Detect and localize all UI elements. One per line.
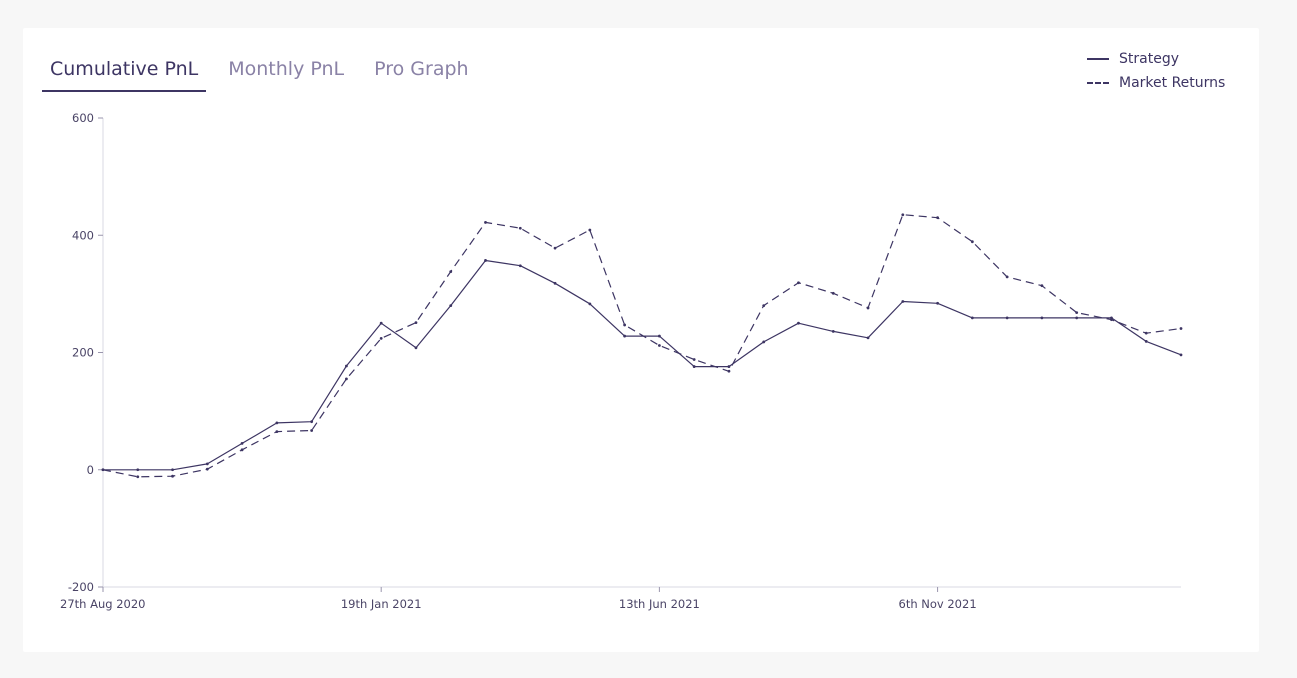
data-point-market-returns <box>310 429 314 432</box>
data-point-market-returns <box>657 344 661 347</box>
tab-cumulative-pnl[interactable]: Cumulative PnL <box>42 58 207 92</box>
data-point-market-returns <box>553 246 557 250</box>
data-point-strategy <box>692 365 696 368</box>
data-point-strategy <box>1040 316 1044 320</box>
data-point-market-returns <box>936 216 939 220</box>
data-point-strategy <box>518 264 522 268</box>
data-point-market-returns <box>1075 311 1079 315</box>
data-point-strategy <box>484 259 487 262</box>
chart-tabs: Cumulative PnL Monthly PnL Pro Graph <box>42 58 491 92</box>
chart-card: Cumulative PnL Monthly PnL Pro Graph Str… <box>23 28 1259 652</box>
y-tick-label: -200 <box>68 580 94 594</box>
data-point-strategy <box>1144 339 1148 343</box>
chart-legend: Strategy Market Returns <box>1087 47 1225 95</box>
data-point-market-returns <box>345 377 348 381</box>
data-point-market-returns <box>171 474 174 478</box>
data-point-strategy <box>588 302 592 306</box>
legend-label-market-returns: Market Returns <box>1119 75 1226 91</box>
data-point-strategy <box>1005 316 1009 320</box>
data-point-market-returns <box>101 468 105 472</box>
data-point-market-returns <box>970 240 974 244</box>
tab-pro-graph[interactable]: Pro Graph <box>374 58 469 80</box>
data-point-market-returns <box>1179 327 1183 330</box>
data-point-strategy <box>623 334 627 338</box>
data-point-market-returns <box>1040 284 1044 288</box>
data-point-market-returns <box>1144 331 1148 335</box>
x-tick-label: 19th Jan 2021 <box>341 597 422 611</box>
data-point-strategy <box>414 346 418 350</box>
y-tick-label: 0 <box>87 463 94 477</box>
data-point-strategy <box>345 364 348 368</box>
data-point-strategy <box>310 420 314 424</box>
legend-label-strategy: Strategy <box>1119 51 1179 67</box>
data-point-strategy <box>727 365 731 368</box>
legend-item-strategy[interactable]: Strategy <box>1087 47 1225 71</box>
data-point-market-returns <box>866 306 870 310</box>
tab-monthly-pnl[interactable]: Monthly PnL <box>228 58 345 80</box>
data-point-strategy <box>379 321 383 325</box>
data-point-market-returns <box>623 323 627 327</box>
data-point-strategy <box>205 462 209 466</box>
data-point-market-returns <box>692 358 696 361</box>
x-tick-label: 6th Nov 2021 <box>899 597 977 611</box>
data-point-strategy <box>1075 316 1079 320</box>
data-point-market-returns <box>240 448 244 452</box>
data-point-strategy <box>936 301 939 305</box>
data-point-strategy <box>171 468 174 472</box>
legend-swatch-solid <box>1087 58 1109 60</box>
data-point-market-returns <box>449 270 453 273</box>
data-point-strategy <box>901 300 905 303</box>
data-point-market-returns <box>901 213 905 217</box>
data-point-strategy <box>831 329 835 333</box>
data-point-strategy <box>762 340 766 344</box>
data-point-market-returns <box>275 430 279 434</box>
line-chart: -200 0 200 400 600 27th Aug 2020 19th Jan 2021… <box>60 111 1183 611</box>
data-point-strategy <box>970 316 974 320</box>
data-point-market-returns <box>136 475 140 479</box>
data-point-strategy <box>275 421 279 425</box>
y-tick-label: 600 <box>72 111 94 125</box>
y-tick-label: 200 <box>72 346 94 360</box>
data-point-market-returns <box>379 337 383 340</box>
y-tick-label: 400 <box>72 228 94 242</box>
data-point-market-returns <box>762 304 766 307</box>
data-point-market-returns <box>205 467 209 471</box>
data-point-market-returns <box>1110 318 1113 322</box>
series-line-strategy <box>103 259 1182 471</box>
data-point-strategy <box>553 281 557 285</box>
data-point-strategy <box>449 304 453 307</box>
data-point-market-returns <box>414 321 418 325</box>
data-point-market-returns <box>727 369 731 373</box>
legend-swatch-dashed <box>1087 82 1109 84</box>
legend-item-market-returns[interactable]: Market Returns <box>1087 71 1225 95</box>
data-point-strategy <box>1179 353 1183 357</box>
data-point-strategy <box>866 336 870 340</box>
data-point-market-returns <box>518 226 522 230</box>
data-point-market-returns <box>484 220 487 224</box>
data-point-strategy <box>797 321 800 325</box>
series-line-market-returns <box>102 214 1182 478</box>
data-point-strategy <box>657 334 661 338</box>
data-point-strategy <box>240 441 244 445</box>
data-point-market-returns <box>797 281 800 285</box>
data-point-strategy <box>136 468 140 472</box>
data-point-market-returns <box>1005 275 1009 279</box>
data-point-market-returns <box>831 291 835 295</box>
data-point-market-returns <box>588 228 592 232</box>
x-tick-label: 27th Aug 2020 <box>60 597 145 611</box>
x-tick-label: 13th Jun 2021 <box>619 597 700 611</box>
